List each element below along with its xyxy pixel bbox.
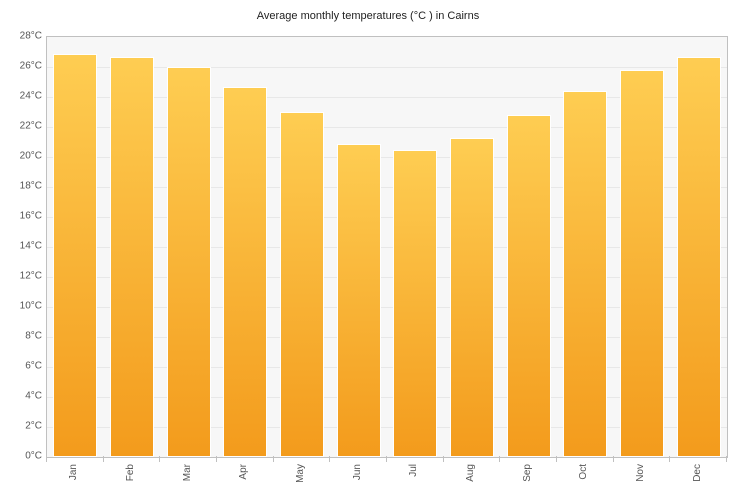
y-tick-label: 8°C bbox=[2, 331, 42, 342]
x-tick-label: Jan bbox=[68, 464, 79, 480]
x-tick bbox=[329, 456, 330, 462]
y-tick-label: 14°C bbox=[2, 241, 42, 252]
x-tick-label: Dec bbox=[692, 464, 703, 482]
x-tick-label: Feb bbox=[125, 464, 136, 481]
x-tick-label: May bbox=[295, 464, 306, 483]
bar bbox=[53, 54, 97, 458]
x-tick bbox=[669, 456, 670, 462]
x-tick bbox=[46, 456, 47, 462]
chart-container: Average monthly temperatures (°C ) in Ca… bbox=[0, 0, 736, 500]
x-tick-label: Jun bbox=[352, 464, 363, 480]
bar bbox=[167, 67, 211, 457]
x-tick bbox=[726, 456, 727, 462]
bar bbox=[620, 70, 664, 457]
x-tick-label: Mar bbox=[182, 464, 193, 481]
x-tick-label: Oct bbox=[578, 464, 589, 480]
bar bbox=[507, 115, 551, 457]
x-tick bbox=[499, 456, 500, 462]
plot-area bbox=[46, 36, 728, 458]
chart-title: Average monthly temperatures (°C ) in Ca… bbox=[0, 0, 736, 28]
y-tick-label: 24°C bbox=[2, 91, 42, 102]
bar bbox=[393, 150, 437, 458]
y-tick-label: 16°C bbox=[2, 211, 42, 222]
x-tick-label: Aug bbox=[465, 464, 476, 482]
x-tick-label: Nov bbox=[635, 464, 646, 482]
x-tick bbox=[273, 456, 274, 462]
bar bbox=[450, 138, 494, 458]
bar bbox=[677, 57, 721, 458]
x-tick-label: Apr bbox=[238, 464, 249, 480]
x-tick-label: Sep bbox=[522, 464, 533, 482]
y-tick-label: 2°C bbox=[2, 421, 42, 432]
y-tick-label: 22°C bbox=[2, 121, 42, 132]
bar bbox=[280, 112, 324, 457]
y-tick-label: 10°C bbox=[2, 301, 42, 312]
x-tick-label: Jul bbox=[408, 464, 419, 477]
y-tick-label: 18°C bbox=[2, 181, 42, 192]
bar bbox=[563, 91, 607, 457]
x-tick bbox=[103, 456, 104, 462]
x-tick bbox=[443, 456, 444, 462]
y-tick-label: 0°C bbox=[2, 451, 42, 462]
x-tick bbox=[556, 456, 557, 462]
y-tick-label: 28°C bbox=[2, 31, 42, 42]
y-tick-label: 20°C bbox=[2, 151, 42, 162]
x-tick bbox=[216, 456, 217, 462]
x-tick bbox=[386, 456, 387, 462]
bar bbox=[337, 144, 381, 458]
y-tick-label: 4°C bbox=[2, 391, 42, 402]
bar bbox=[223, 87, 267, 458]
bar bbox=[110, 57, 154, 458]
y-tick-label: 6°C bbox=[2, 361, 42, 372]
x-tick bbox=[613, 456, 614, 462]
y-tick-label: 26°C bbox=[2, 61, 42, 72]
y-tick-label: 12°C bbox=[2, 271, 42, 282]
x-tick bbox=[159, 456, 160, 462]
